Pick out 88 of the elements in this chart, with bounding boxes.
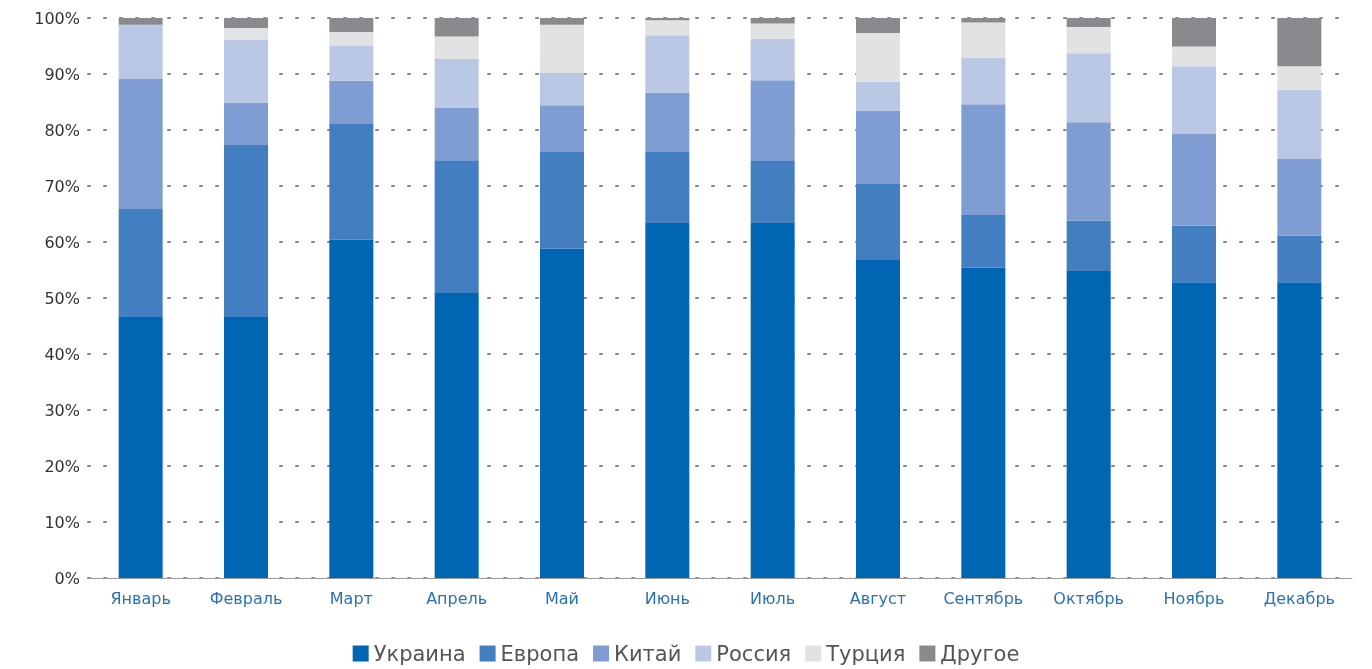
bar xyxy=(540,24,584,73)
bar xyxy=(1066,26,1111,54)
bar xyxy=(645,20,690,36)
bar xyxy=(1277,235,1322,283)
bar xyxy=(224,28,268,40)
x-tick-label: Ноябрь xyxy=(1163,588,1225,608)
y-tick-label: 100% xyxy=(34,8,80,28)
bar xyxy=(434,58,479,108)
x-tick-label: Май xyxy=(544,588,580,608)
bar xyxy=(750,38,795,81)
bar xyxy=(540,72,584,106)
bar xyxy=(856,33,900,82)
x-tick-label: Сентябрь xyxy=(943,588,1024,608)
bar xyxy=(540,248,584,578)
legend-label: Украина xyxy=(373,641,466,666)
bar xyxy=(118,317,163,578)
y-tick-label: 20% xyxy=(44,456,80,476)
bar xyxy=(750,23,795,39)
bar xyxy=(856,259,900,578)
bar xyxy=(1066,220,1111,272)
legend-label: Другое xyxy=(940,641,1020,666)
y-tick-label: 10% xyxy=(44,512,80,532)
x-tick-label: Март xyxy=(329,588,373,608)
bar xyxy=(1277,159,1322,236)
legend-label: Россия xyxy=(716,641,792,666)
bar xyxy=(961,267,1006,578)
bar xyxy=(434,160,479,293)
x-tick-label: Февраль xyxy=(209,588,283,608)
bar xyxy=(540,105,584,152)
bar xyxy=(1172,225,1216,283)
bar xyxy=(1172,282,1216,578)
bar xyxy=(1277,282,1322,578)
bar xyxy=(329,32,374,46)
x-tick-label: Декабрь xyxy=(1263,588,1335,608)
bar xyxy=(750,160,795,223)
legend-label: Европа xyxy=(500,641,580,666)
x-tick-label: Октябрь xyxy=(1053,588,1124,608)
bar xyxy=(645,151,690,223)
bar xyxy=(1172,133,1216,226)
bar xyxy=(961,215,1006,268)
bar xyxy=(1172,46,1216,67)
bar xyxy=(329,239,374,578)
legend-label: Китай xyxy=(614,641,682,666)
y-tick-label: 60% xyxy=(44,232,80,252)
bar xyxy=(961,22,1006,58)
bar xyxy=(434,36,479,59)
bar xyxy=(224,102,268,146)
bar xyxy=(224,317,268,578)
bar xyxy=(118,79,163,209)
x-tick-label: Июль xyxy=(750,588,796,608)
bar xyxy=(224,145,268,318)
bar xyxy=(961,57,1006,105)
bar xyxy=(750,222,795,578)
bar xyxy=(329,80,374,124)
bar xyxy=(856,81,900,111)
bar xyxy=(645,92,690,152)
bar xyxy=(750,80,795,161)
bar xyxy=(329,45,374,81)
y-tick-label: 30% xyxy=(44,400,80,420)
y-tick-label: 90% xyxy=(44,64,80,84)
y-tick-label: 80% xyxy=(44,120,80,140)
bar xyxy=(434,107,479,161)
bar xyxy=(1066,53,1111,123)
y-tick-label: 0% xyxy=(54,568,80,588)
bar xyxy=(645,35,690,93)
bar xyxy=(1066,271,1111,578)
x-tick-label: Август xyxy=(849,588,907,608)
bar xyxy=(961,104,1006,216)
x-tick-label: Январь xyxy=(110,588,171,608)
bar xyxy=(1277,89,1322,160)
y-tick-label: 70% xyxy=(44,176,80,196)
x-tick-label: Июнь xyxy=(644,588,690,608)
bar xyxy=(1277,66,1322,90)
legend-label: Турция xyxy=(825,641,906,666)
bar xyxy=(540,151,584,249)
bar xyxy=(434,292,479,578)
bar xyxy=(329,123,374,240)
bar xyxy=(224,39,268,103)
bar xyxy=(856,183,900,260)
bar xyxy=(856,110,900,184)
x-tick-label: Апрель xyxy=(426,588,488,608)
bar xyxy=(1172,66,1216,134)
bar xyxy=(118,208,163,318)
bar xyxy=(1066,122,1111,221)
bar xyxy=(118,24,163,80)
y-tick-label: 40% xyxy=(44,344,80,364)
y-tick-label: 50% xyxy=(44,288,80,308)
bar xyxy=(645,222,690,578)
